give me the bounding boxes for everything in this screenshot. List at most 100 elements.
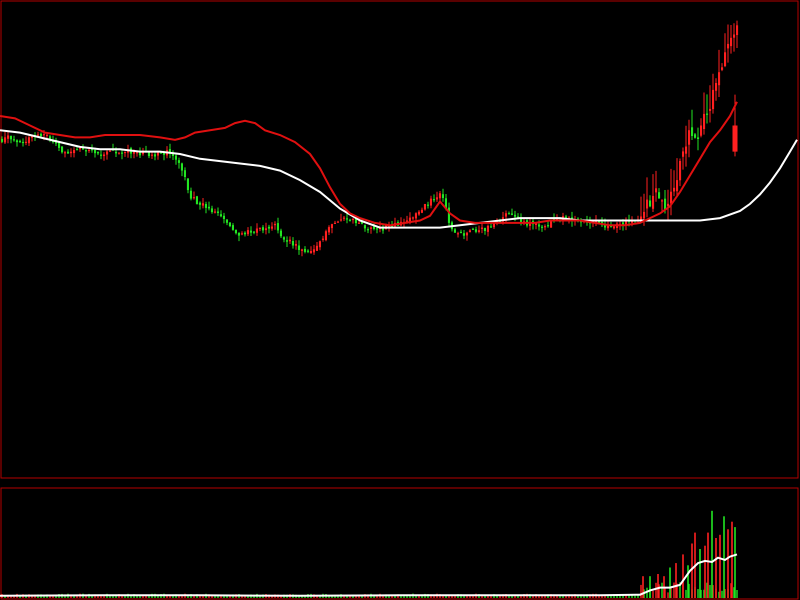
volume-bar [391,595,393,598]
volume-bar [719,534,721,598]
candle-body [285,240,288,242]
candle-body [706,113,709,115]
candle-body [168,149,171,153]
volume-bar [733,587,735,598]
volume-bar [673,582,675,598]
candle-body [162,151,165,155]
candle-body [195,196,198,205]
volume-bar [181,594,183,598]
volume-bar [4,595,6,598]
candle-body [577,218,580,220]
volume-bar [652,590,654,598]
candle-body [444,198,447,209]
candle-body [679,161,682,181]
volume-bar [709,585,711,598]
candle-body [147,152,150,157]
candle-body [159,152,162,154]
candle-body [718,72,721,86]
volume-bar [736,590,738,598]
candle-body [468,230,471,233]
candle-body [100,154,103,156]
volume-bar [664,588,666,598]
volume-bar [707,532,709,598]
candle-body [294,244,297,246]
candle-body [255,228,258,233]
candle-body [483,227,486,231]
volume-bar [487,595,489,598]
volume-bar [85,595,87,598]
candle-body [520,218,523,222]
candle-body [231,225,234,230]
candle-body [730,37,733,47]
volume-bar [532,594,534,598]
candle-body [135,152,138,154]
candle-body [21,141,24,144]
candle-body [348,219,351,221]
candle-body [183,170,186,177]
candle-body [432,199,435,201]
candle-body [429,198,432,206]
candle-body [688,130,691,145]
candle-body [174,155,177,160]
volume-bar [100,595,102,598]
candle-body [544,226,547,228]
candle-body [189,190,192,199]
volume-bar [616,595,618,598]
candle-body [321,238,324,240]
candle-body [517,216,520,219]
volume-bar [415,595,417,598]
volume-bar [514,595,516,598]
candle-body [132,151,135,154]
candle-body [12,139,15,141]
candle-body [417,211,420,215]
volume-bar [388,595,390,598]
candle-body [97,151,100,154]
candle-body [595,220,598,223]
volume-bar [699,549,701,598]
volume-average-line [0,553,738,597]
candle-body [270,226,273,229]
volume-bar [734,527,736,598]
volume-bar [704,545,706,598]
candle-body [709,108,712,111]
candle-body [480,227,483,229]
candle-body [282,237,285,240]
candle-body [222,215,225,219]
candle-body [210,208,213,213]
volume-bar [406,594,408,598]
candle-body [411,217,414,219]
candle-body [390,225,393,227]
candle-body [118,152,121,154]
candle-body [124,151,127,154]
volume-bar [361,595,363,598]
candle-body [652,195,655,209]
candle-body [381,227,384,231]
candle-body [535,223,538,225]
volume-bar [675,563,677,598]
candle-body [156,151,159,156]
candle-body [61,146,64,153]
volume-bar [625,594,627,598]
candle-body [697,137,700,139]
candle-body [646,199,649,209]
volume-bar [637,594,639,598]
volume-bar [669,567,671,598]
candle-body [138,152,141,156]
candle-body [727,43,730,49]
candle-body [724,52,727,67]
volume-bar [121,595,123,598]
candle-body [246,230,249,235]
volume-bar [142,594,144,598]
candle-body [514,214,517,217]
candle-body [613,226,616,229]
candle-body [712,89,715,110]
volume-bar [691,543,693,598]
candle-body [300,249,303,251]
volume-bar [628,595,630,598]
candle-body [312,249,315,253]
candle-body [453,229,456,233]
candle-body [24,141,27,143]
candle-body [330,224,333,229]
candle-body [673,187,676,192]
candle-body [79,148,82,150]
